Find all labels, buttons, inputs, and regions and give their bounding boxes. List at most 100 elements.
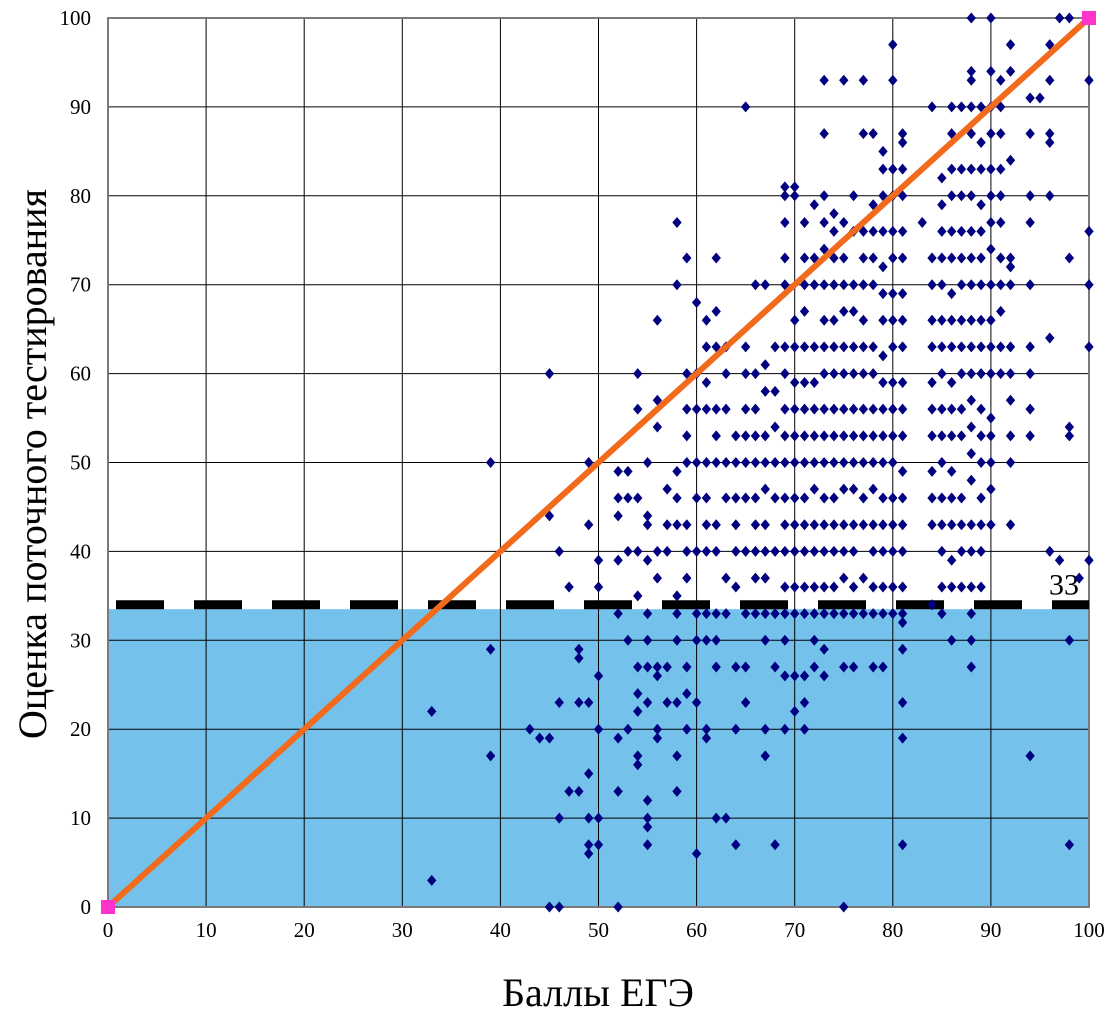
data-point: [996, 252, 1006, 264]
data-point: [976, 163, 986, 175]
data-point: [633, 759, 643, 771]
data-point: [927, 430, 937, 442]
data-point: [888, 74, 898, 86]
data-point: [986, 190, 996, 202]
data-point: [888, 252, 898, 264]
data-point: [721, 608, 731, 620]
data-point: [1025, 403, 1035, 415]
data-point: [790, 376, 800, 388]
data-point: [996, 279, 1006, 291]
data-point: [858, 457, 869, 468]
data-point: [897, 732, 908, 744]
data-point: [966, 279, 976, 291]
x-tick-label: 0: [103, 918, 114, 942]
data-point: [740, 341, 751, 353]
data-point: [593, 554, 604, 566]
data-point: [427, 705, 437, 717]
data-point: [1045, 74, 1055, 86]
data-point: [1005, 279, 1016, 291]
data-point: [790, 519, 800, 531]
data-point: [740, 457, 751, 468]
data-point: [839, 483, 849, 495]
data-point: [897, 581, 908, 593]
data-point: [819, 403, 829, 415]
data-point: [956, 519, 967, 531]
data-point: [799, 581, 810, 593]
data-point: [740, 697, 751, 709]
x-tick-label: 10: [196, 918, 217, 942]
data-point: [986, 279, 996, 291]
data-point: [682, 457, 692, 468]
data-point: [966, 545, 976, 557]
data-point: [829, 581, 839, 593]
data-point: [819, 545, 829, 557]
data-point: [868, 581, 878, 593]
data-point: [888, 608, 898, 620]
data-point: [633, 492, 643, 504]
data-point: [829, 457, 839, 468]
y-tick-label: 70: [70, 273, 91, 297]
data-point: [662, 661, 672, 673]
data-point: [682, 519, 692, 531]
data-point: [799, 341, 810, 353]
data-point: [829, 208, 839, 220]
data-point: [956, 430, 967, 442]
data-point: [780, 492, 790, 504]
data-point: [868, 252, 878, 264]
data-point: [642, 519, 653, 531]
data-point: [750, 545, 761, 557]
data-point: [721, 812, 731, 824]
data-point: [819, 216, 829, 228]
data-point: [809, 581, 819, 593]
data-point: [642, 554, 653, 566]
data-point: [731, 457, 741, 468]
data-point: [642, 812, 653, 824]
data-point: [956, 190, 967, 202]
data-point: [642, 839, 653, 851]
data-point: [966, 661, 976, 673]
data-point: [672, 279, 682, 291]
data-point: [956, 252, 967, 264]
data-point: [897, 617, 908, 629]
data-point: [946, 288, 957, 300]
data-point: [937, 252, 947, 264]
data-point: [662, 545, 672, 557]
data-point: [711, 661, 721, 673]
data-point: [878, 350, 888, 362]
data-point: [868, 545, 878, 557]
data-point: [858, 403, 869, 415]
data-point: [1025, 341, 1035, 353]
data-point: [966, 314, 976, 326]
data-point: [976, 492, 986, 504]
data-point: [868, 403, 878, 415]
data-point: [1064, 252, 1075, 264]
data-point: [897, 163, 908, 175]
data-point: [740, 101, 751, 113]
data-point: [888, 457, 898, 468]
data-point: [525, 723, 535, 735]
data-point: [976, 403, 986, 415]
data-point: [956, 492, 967, 504]
data-point: [1064, 421, 1075, 433]
data-point: [760, 519, 770, 531]
data-point: [623, 465, 633, 477]
data-point: [809, 519, 819, 531]
data-point: [780, 181, 790, 193]
data-point: [799, 252, 810, 264]
data-point: [642, 510, 653, 522]
threshold-label: 33: [1049, 569, 1079, 602]
x-tick-label: 30: [392, 918, 413, 942]
data-point: [966, 74, 976, 86]
data-point: [976, 341, 986, 353]
data-point: [701, 376, 712, 388]
data-point: [672, 697, 682, 709]
data-point: [613, 465, 623, 477]
data-point: [642, 634, 653, 646]
data-point: [878, 608, 888, 620]
data-point: [809, 634, 819, 646]
data-point: [809, 661, 819, 673]
data-point: [711, 457, 721, 468]
data-point: [623, 723, 633, 735]
data-point: [858, 519, 869, 531]
data-point: [633, 545, 643, 557]
